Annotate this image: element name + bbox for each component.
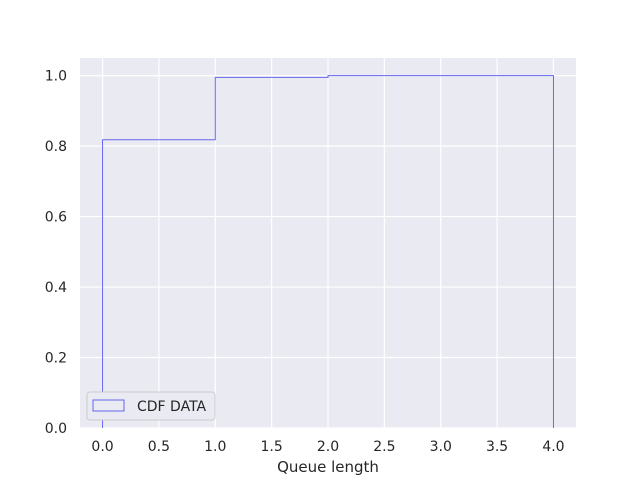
x-axis-label: Queue length [277, 458, 379, 476]
x-tick-label: 3.0 [430, 439, 452, 455]
x-tick-label: 1.5 [261, 439, 283, 455]
legend-swatch [92, 399, 125, 412]
x-tick-label: 2.0 [317, 439, 339, 455]
y-tick-label: 0.6 [45, 210, 67, 226]
y-tick-label: 0.0 [45, 421, 67, 437]
x-tick-label: 1.0 [204, 439, 226, 455]
x-tick-label: 3.5 [486, 439, 508, 455]
legend-label: CDF DATA [137, 399, 207, 415]
y-tick-label: 0.4 [45, 280, 67, 296]
x-tick-label: 4.0 [542, 439, 564, 455]
x-tick-label: 2.5 [373, 439, 395, 455]
y-tick-label: 0.2 [45, 351, 67, 367]
cdf-step-line [102, 75, 554, 428]
y-tick-label: 1.0 [45, 69, 67, 85]
x-tick-label: 0.5 [148, 439, 170, 455]
y-tick-labels: 0.0 0.2 0.4 0.6 0.8 1.0 [45, 69, 67, 437]
x-tick-label: 0.0 [91, 439, 113, 455]
series-layer [102, 75, 554, 428]
y-tick-label: 0.8 [45, 139, 67, 155]
legend: CDF DATA [86, 391, 216, 421]
x-tick-labels: 0.0 0.5 1.0 1.5 2.0 2.5 3.0 3.5 4.0 [91, 439, 564, 455]
legend-box [86, 391, 216, 421]
